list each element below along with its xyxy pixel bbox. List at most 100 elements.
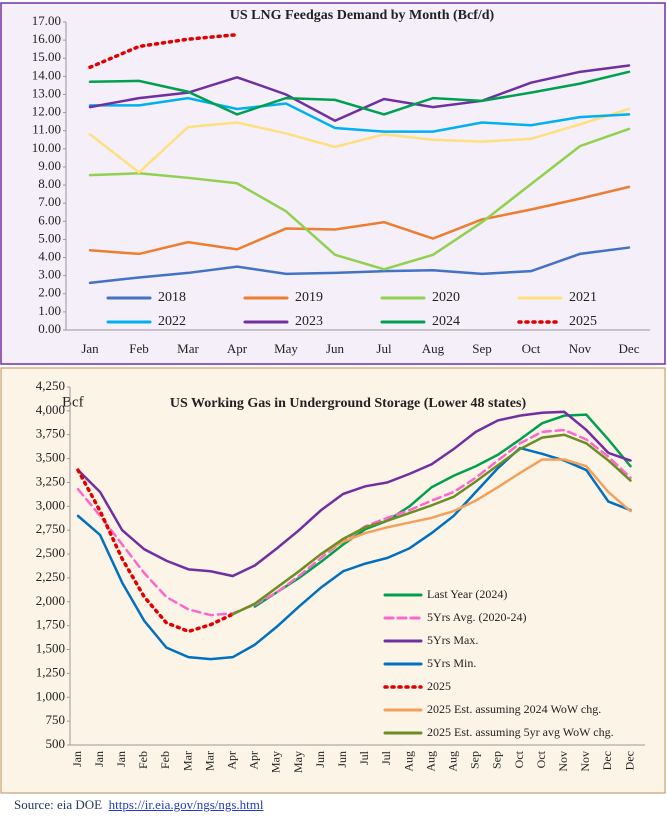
source-link[interactable]: https://ir.eia.gov/ngs/ngs.html xyxy=(108,797,264,812)
x-tick-label: Jun xyxy=(313,751,327,768)
series-line xyxy=(88,127,631,271)
legend-label: 2024 xyxy=(432,314,460,329)
y-tick-label: 4.00 xyxy=(38,249,61,264)
x-tick-label: May xyxy=(291,751,305,773)
legend-label: 5Yrs Min. xyxy=(427,656,476,670)
x-tick-label: Sep xyxy=(468,751,482,769)
x-tick-label: Jan xyxy=(81,341,99,356)
x-tick-label: Oct xyxy=(512,750,526,768)
legend-label: 2025 xyxy=(569,314,597,329)
x-tick-label: Aug xyxy=(423,751,437,772)
series-line xyxy=(88,246,631,285)
y-tick-label: 16.00 xyxy=(32,31,61,46)
y-tick-label: 3,000 xyxy=(36,497,65,512)
source-text: Source: eia DOE xyxy=(14,797,103,812)
x-tick-label: Apr xyxy=(247,751,261,770)
y-tick-label: 0.00 xyxy=(38,321,61,336)
panel xyxy=(0,2,666,365)
panel xyxy=(0,367,666,794)
y-tick-label: 3,500 xyxy=(36,450,65,465)
x-tick-label: Apr xyxy=(224,751,238,770)
series-line xyxy=(88,107,631,175)
y-tick-label: 750 xyxy=(46,712,66,727)
y-tick-label: 2,000 xyxy=(36,593,65,608)
x-tick-label: Feb xyxy=(136,751,150,769)
x-tick-label: Aug xyxy=(445,751,459,772)
y-tick-label: 1,500 xyxy=(36,641,65,656)
y-tick-label: 13.00 xyxy=(32,85,61,100)
x-tick-label: Mar xyxy=(177,341,199,356)
series-line xyxy=(88,70,631,116)
y-tick-label: 1.00 xyxy=(38,303,61,318)
y-tick-label: 1,000 xyxy=(36,688,65,703)
series-line xyxy=(76,468,235,634)
y-tick-label: 500 xyxy=(46,736,66,751)
series-line xyxy=(88,185,631,256)
series-line xyxy=(76,446,632,661)
y-tick-label: 4,250 xyxy=(36,378,65,393)
x-tick-label: Jan xyxy=(92,751,106,767)
x-tick-label: Jul xyxy=(376,341,392,356)
chart-1: US LNG Feedgas Demand by Month (Bcf/d) 0… xyxy=(0,2,666,365)
y-tick-label: 3,750 xyxy=(36,426,65,441)
y-tick-label: 3.00 xyxy=(38,267,61,282)
x-tick-label: Nov xyxy=(556,751,570,772)
legend-label: 2021 xyxy=(569,290,597,305)
series-line xyxy=(231,433,632,616)
x-tick-label: Mar xyxy=(202,751,216,771)
y-tick-label: 9.00 xyxy=(38,158,61,173)
y-tick-label: 17.00 xyxy=(32,13,61,28)
x-tick-label: May xyxy=(269,751,283,773)
series-line xyxy=(88,64,631,123)
y-tick-label: 10.00 xyxy=(32,140,61,155)
x-tick-label: Nov xyxy=(569,341,592,356)
y-tick-label: 3,250 xyxy=(36,473,65,488)
chart-title: US Working Gas in Underground Storage (L… xyxy=(170,396,527,411)
chart-2: US Working Gas in Underground Storage (L… xyxy=(0,367,666,794)
legend-label: 2020 xyxy=(432,290,460,305)
x-tick-label: Oct xyxy=(534,750,548,768)
y-tick-label: 2,250 xyxy=(36,569,65,584)
series-line xyxy=(76,410,632,578)
x-tick-label: Jul xyxy=(379,750,393,765)
y-axis-label: Bcf xyxy=(62,394,84,410)
x-tick-label: May xyxy=(274,341,298,356)
source: Source: eia DOE https://ir.eia.gov/ngs/n… xyxy=(14,797,264,813)
legend-label: 2018 xyxy=(158,290,186,305)
x-tick-label: Aug xyxy=(401,751,415,772)
y-tick-label: 2,750 xyxy=(36,521,65,536)
x-tick-label: Jul xyxy=(357,750,371,765)
legend-label: 2025 Est. assuming 5yr avg WoW chg. xyxy=(427,725,614,739)
legend-label: 5Yrs Max. xyxy=(427,633,478,647)
y-tick-label: 4,000 xyxy=(36,402,65,417)
x-tick-label: Dec xyxy=(600,751,614,770)
y-tick-label: 8.00 xyxy=(38,176,61,191)
series-line xyxy=(88,96,631,133)
y-tick-label: 2,500 xyxy=(36,545,65,560)
x-tick-label: Jan xyxy=(114,751,128,767)
x-tick-label: Feb xyxy=(129,341,149,356)
chart-title: US LNG Feedgas Demand by Month (Bcf/d) xyxy=(230,8,495,23)
x-tick-label: Nov xyxy=(578,751,592,772)
series-line xyxy=(88,32,239,70)
y-tick-label: 1,750 xyxy=(36,617,65,632)
legend-label: 2019 xyxy=(295,290,323,305)
legend-label: Last Year (2024) xyxy=(427,587,507,601)
y-tick-label: 7.00 xyxy=(38,194,61,209)
x-tick-label: Jun xyxy=(335,751,349,768)
x-tick-label: Jan xyxy=(70,751,84,767)
y-tick-label: 12.00 xyxy=(32,104,61,119)
x-tick-label: Jun xyxy=(326,341,345,356)
y-tick-label: 6.00 xyxy=(38,212,61,227)
y-tick-label: 14.00 xyxy=(32,67,61,82)
x-tick-label: Sep xyxy=(490,751,504,769)
x-tick-label: Feb xyxy=(158,751,172,769)
y-tick-label: 2.00 xyxy=(38,285,61,300)
legend-label: 2023 xyxy=(295,314,323,329)
legend-label: 2025 Est. assuming 2024 WoW chg. xyxy=(427,702,601,716)
y-tick-label: 5.00 xyxy=(38,230,61,245)
y-tick-label: 11.00 xyxy=(32,122,61,137)
legend-label: 2022 xyxy=(158,314,186,329)
x-tick-label: Oct xyxy=(522,341,541,356)
